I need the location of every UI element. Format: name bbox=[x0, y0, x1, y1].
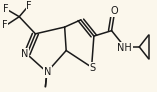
Text: F: F bbox=[2, 20, 7, 30]
Text: F: F bbox=[26, 1, 32, 11]
Text: N: N bbox=[21, 49, 28, 59]
Text: N: N bbox=[44, 67, 51, 77]
Text: O: O bbox=[111, 6, 119, 16]
Text: NH: NH bbox=[117, 43, 132, 53]
Text: S: S bbox=[89, 63, 95, 73]
Text: F: F bbox=[3, 4, 8, 14]
